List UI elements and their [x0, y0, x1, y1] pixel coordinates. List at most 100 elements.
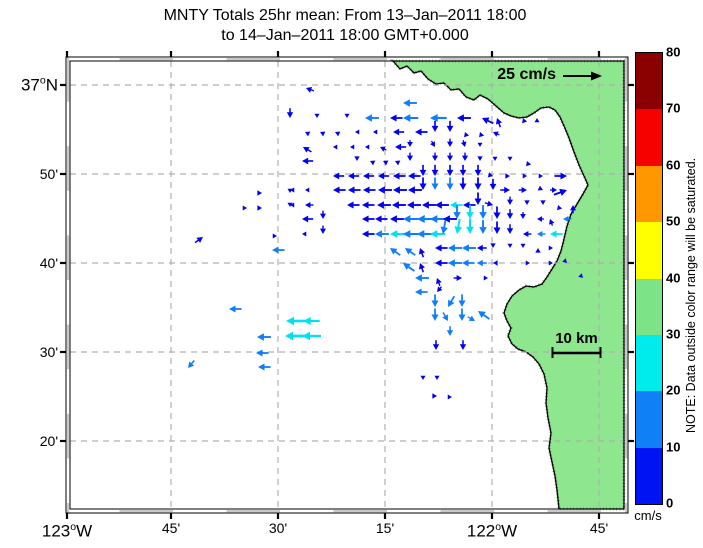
arrow-head	[418, 248, 425, 255]
current-arrow	[459, 164, 467, 176]
arrow-head	[272, 246, 279, 254]
current-arrow	[446, 152, 454, 161]
arrow-head	[354, 156, 360, 161]
frame-segment	[67, 413, 70, 459]
y-tick-label: 20'	[39, 433, 58, 449]
current-arrow	[194, 237, 203, 244]
arrow-head	[434, 375, 440, 380]
arrow-head	[403, 230, 411, 238]
colorbar-segment-50-60	[636, 165, 662, 223]
frame-segment	[333, 510, 387, 513]
current-arrow	[390, 114, 403, 122]
quiver-field	[188, 86, 583, 400]
arrow-head	[432, 344, 440, 350]
arrow-head	[506, 228, 514, 234]
current-arrow	[434, 375, 440, 380]
arrow-head	[506, 199, 514, 205]
current-arrow	[550, 230, 563, 238]
arrow-head	[290, 202, 295, 208]
frame-segment	[67, 235, 70, 280]
colorbar-note: NOTE: Data outside color range will be s…	[684, 157, 698, 433]
current-arrow	[290, 202, 295, 208]
arrow-head	[464, 132, 470, 138]
reference-arrow-head	[591, 71, 602, 81]
arrow-head	[344, 113, 350, 118]
current-arrow	[303, 316, 320, 326]
frame-segment	[119, 58, 173, 61]
current-arrow	[446, 120, 454, 132]
current-arrow	[363, 186, 376, 194]
frame-segment	[547, 58, 601, 61]
current-arrow	[354, 156, 360, 161]
arrow-head	[256, 349, 263, 357]
current-arrow	[407, 201, 421, 209]
current-arrow	[437, 286, 443, 292]
arrow-head	[319, 213, 327, 219]
arrow-head	[551, 187, 557, 193]
arrow-head	[362, 201, 369, 209]
arrow-head	[454, 226, 463, 234]
colorbar-segment-40-50	[636, 222, 662, 279]
frame-segment	[625, 324, 628, 370]
arrow-head	[350, 144, 355, 150]
arrow-head	[524, 200, 530, 205]
current-arrow	[466, 205, 474, 219]
arrow-head	[430, 113, 438, 123]
current-arrow	[405, 248, 416, 256]
arrow-head	[303, 316, 311, 326]
colorbar-segment-20-30	[636, 334, 662, 392]
current-arrow	[302, 231, 307, 237]
frame-segment	[625, 146, 628, 191]
arrow-head	[463, 201, 470, 209]
arrow-head	[333, 172, 340, 180]
arrow-head	[487, 172, 493, 178]
arrow-head	[378, 172, 385, 180]
arrow-head	[390, 248, 398, 255]
arrow-head	[522, 118, 528, 124]
current-arrow	[477, 156, 483, 161]
vector-scale-label: 25 cm/s	[497, 66, 556, 83]
arrow-head	[383, 160, 389, 166]
current-arrow	[538, 173, 543, 179]
arrow-head	[443, 215, 450, 223]
arrow-head	[456, 274, 462, 282]
current-arrow	[549, 219, 555, 226]
frame-segment	[67, 146, 70, 191]
current-arrow	[431, 120, 439, 132]
arrow-head	[526, 161, 532, 167]
current-arrow	[431, 308, 439, 321]
current-arrow	[365, 144, 370, 150]
current-arrow	[415, 274, 429, 282]
arrow-head	[287, 202, 293, 207]
arrow-head	[319, 228, 327, 234]
arrow-head	[320, 131, 326, 137]
current-arrow	[440, 220, 448, 234]
current-arrow	[393, 186, 407, 194]
y-tick-label: 37oN	[20, 74, 58, 95]
arrow-head	[393, 186, 400, 194]
current-arrow	[287, 188, 293, 193]
arrow-head	[534, 118, 540, 123]
current-arrow	[370, 160, 376, 166]
arrow-head	[347, 201, 354, 209]
arrow-head	[365, 144, 370, 150]
arrow-head	[373, 129, 378, 135]
arrow-head	[403, 114, 411, 122]
current-arrow	[461, 152, 469, 161]
arrow-head	[306, 86, 313, 93]
arrow-head	[489, 183, 497, 190]
y-tick-label: 40'	[39, 255, 58, 271]
arrow-head	[520, 213, 526, 219]
current-arrow	[537, 230, 546, 238]
current-arrow	[290, 187, 295, 193]
arrow-head	[537, 216, 543, 222]
current-arrow	[373, 129, 378, 135]
current-arrow	[526, 161, 532, 167]
current-arrow	[467, 315, 475, 321]
current-arrow	[506, 209, 514, 219]
arrow-head	[305, 131, 311, 137]
arrow-head	[560, 172, 567, 180]
arrow-head	[446, 155, 454, 161]
arrow-head	[302, 331, 310, 341]
arrow-head	[196, 237, 203, 243]
